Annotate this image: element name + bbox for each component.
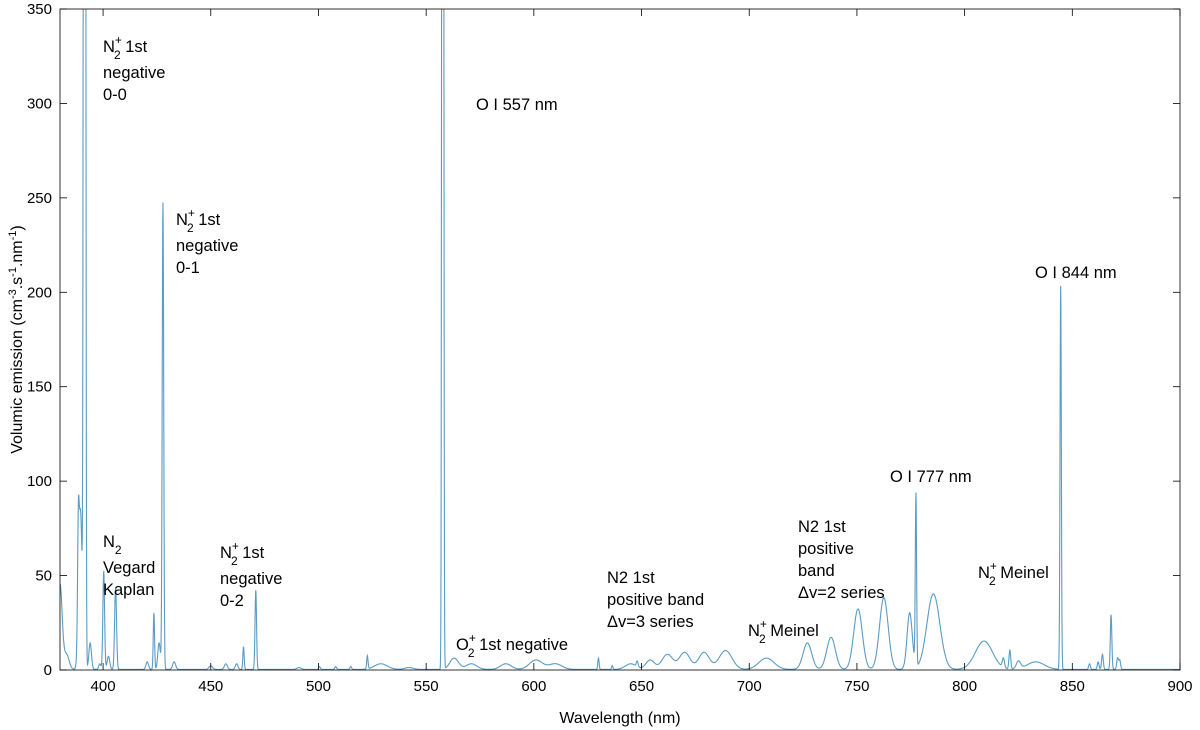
y-tick-label: 0 (44, 662, 52, 679)
annotation-label: O I 777 nm (890, 468, 972, 486)
plot-area (60, 9, 1180, 670)
annotation-label: N+ 2 1st (103, 33, 148, 62)
annotation-label: O+ 2 1st negative (456, 631, 568, 660)
annotation-line: 0-1 (176, 259, 200, 277)
y-tick-label: 150 (27, 379, 52, 396)
spectral-annotation: N+ 2 1st negative 0-1 (176, 206, 238, 277)
y-axis-ticks: 0 50 100 150 200 250 300 350 (27, 1, 1180, 679)
y-axis-title-part: .nm (9, 240, 26, 267)
annotation-line: Δv=2 series (798, 584, 885, 602)
x-axis-title: Wavelength (nm) (559, 710, 680, 727)
spectral-line-annotations: N+ 2 1st negative 0-0 O I 557 nm N+ 2 1st negat… (103, 33, 1117, 660)
annotation-line: negative (220, 570, 282, 588)
spectrum-series-line (60, 9, 1180, 670)
x-tick-label: 500 (306, 678, 331, 695)
spectral-annotation: N+ 2 Meinel (978, 559, 1049, 588)
annotation-line: 0-2 (220, 592, 244, 610)
y-axis-title: Volumic emission (cm-3.s-1.nm-1) (7, 225, 26, 454)
x-tick-label: 700 (737, 678, 762, 695)
spectral-annotation: O I 777 nm (890, 468, 972, 486)
axes-frame (59, 8, 1181, 671)
annotation-line: Kaplan (103, 581, 154, 599)
y-tick-label: 50 (35, 568, 52, 585)
x-tick-label: 750 (844, 678, 869, 695)
annotation-label: N+ 2 1st (176, 206, 221, 235)
x-tick-label: 850 (1060, 678, 1085, 695)
annotation-label: N+ 2 1st (220, 539, 265, 568)
x-tick-label: 900 (1167, 678, 1192, 695)
annotation-label: O I 557 nm (476, 96, 558, 114)
y-tick-label: 350 (27, 1, 52, 18)
x-tick-label: 400 (91, 678, 116, 695)
spectral-annotation: N2 1st positive band Δv=3 series (607, 569, 704, 631)
annotation-line: Δv=3 series (607, 613, 694, 631)
y-tick-label: 300 (27, 95, 52, 112)
x-tick-label: 650 (629, 678, 654, 695)
annotation-label: N2 (103, 533, 122, 557)
annotation-label: N2 1st (607, 569, 655, 587)
y-axis-title-part: .s (9, 277, 26, 289)
spectral-annotation: N+ 2 1st negative 0-0 (103, 33, 165, 104)
annotation-label: N+ 2 Meinel (978, 559, 1049, 588)
spectral-annotation: O I 844 nm (1035, 264, 1117, 282)
x-tick-label: 550 (414, 678, 439, 695)
y-tick-label: 100 (27, 473, 52, 490)
spectral-annotation: O I 557 nm (476, 96, 558, 114)
annotation-line: band (798, 562, 835, 580)
x-tick-label: 450 (198, 678, 223, 695)
annotation-line: negative (176, 237, 238, 255)
x-tick-label: 600 (521, 678, 546, 695)
annotation-line: positive band (607, 591, 704, 609)
y-axis-title-part: -1 (7, 231, 19, 241)
y-tick-label: 200 (27, 284, 52, 301)
spectral-annotation: O+ 2 1st negative (456, 631, 568, 660)
spectral-annotation: N+ 2 Meinel (748, 617, 819, 646)
spectral-annotation: N2 Vegard Kaplan (103, 533, 155, 599)
x-axis-ticks: 400 450 500 550 600 650 700 750 800 850 900 (91, 9, 1193, 695)
y-axis-title-part: -3 (7, 289, 19, 299)
y-tick-label: 250 (27, 190, 52, 207)
annotation-label: O I 844 nm (1035, 264, 1117, 282)
spectral-annotation: N+ 2 1st negative 0-2 (220, 539, 282, 610)
annotation-label: N2 1st (798, 518, 846, 536)
y-axis-title-part: ) (9, 225, 26, 230)
spectral-annotation: N2 1st positive band Δv=2 series (798, 518, 885, 602)
annotation-line: Vegard (103, 559, 155, 577)
annotation-line: 0-0 (103, 86, 127, 104)
x-tick-label: 800 (952, 678, 977, 695)
y-axis-title-part: -1 (7, 267, 19, 277)
annotation-label: N+ 2 Meinel (748, 617, 819, 646)
y-axis-title-part: Volumic emission (cm (9, 299, 26, 454)
annotation-line: negative (103, 64, 165, 82)
annotation-line: positive (798, 540, 854, 558)
